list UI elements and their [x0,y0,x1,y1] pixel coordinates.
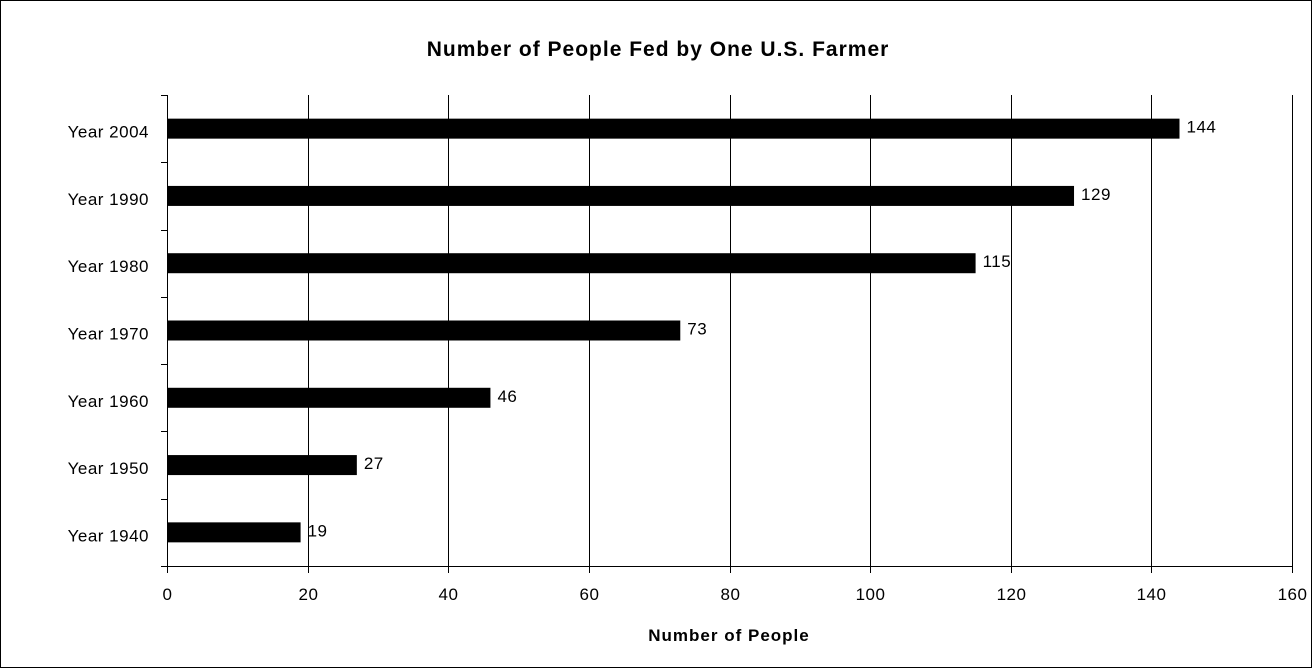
bar [168,522,301,543]
x-tick-label: 120 [997,585,1027,604]
data-label: 27 [364,454,384,473]
data-label: 115 [983,252,1012,271]
data-labels: 144 129 115 73 46 27 19 [308,118,1217,541]
bar [168,387,491,408]
x-tick-label: 20 [299,585,319,604]
x-axis-title: Number of People [648,626,809,645]
x-tick-label: 80 [721,585,741,604]
data-label: 19 [308,521,328,540]
x-tick-label: 60 [580,585,600,604]
x-tick-label: 160 [1278,585,1308,604]
axes: 0 20 40 60 80 100 120 140 160 Year 2004 Year 1990 Y… [68,95,1308,604]
bar [168,455,357,476]
x-tick-label: 100 [856,585,886,604]
bar [168,320,681,341]
data-label: 73 [687,320,707,339]
x-tick-label: 40 [439,585,459,604]
chart-title: Number of People Fed by One U.S. Farmer [427,38,890,61]
x-tick-label: 0 [163,585,173,604]
y-tick-label: Year 1950 [68,459,149,478]
y-tick-label: Year 1990 [68,190,149,209]
y-tick-label: Year 1960 [68,392,149,411]
y-tick-label: Year 1940 [68,526,149,545]
data-label: 144 [1187,118,1217,137]
data-label: 129 [1081,185,1111,204]
x-tick-label: 140 [1137,585,1167,604]
bars [168,118,1180,543]
y-tick-label: Year 1980 [68,257,149,276]
y-tick-label: Year 1970 [68,325,149,344]
bar [168,118,1180,139]
data-label: 46 [497,387,517,406]
bar [168,185,1075,206]
bar [168,253,976,274]
y-tick-label: Year 2004 [68,123,149,142]
